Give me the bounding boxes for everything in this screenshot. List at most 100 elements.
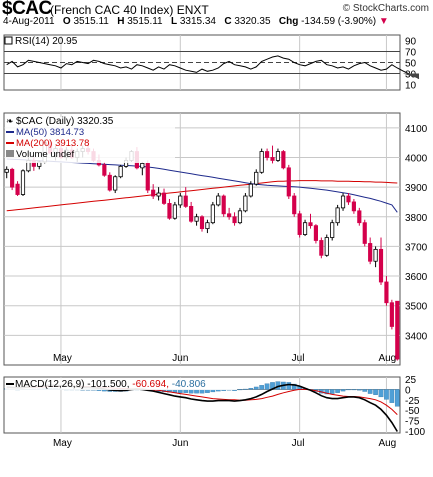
candle-up <box>259 151 264 173</box>
candle-down <box>368 243 373 262</box>
price-tick-label: 3400 <box>405 331 428 342</box>
candle-up <box>118 165 123 178</box>
candle-down <box>199 216 205 230</box>
macd-histogram-bar <box>389 389 395 403</box>
candle-down <box>346 195 351 203</box>
price-month-label: May <box>53 353 72 364</box>
candle-legend-icon: ❧ <box>6 116 14 126</box>
macd-histogram-bar <box>259 385 264 390</box>
chart-header: $CAC (French CAC 40 Index) ENXT © StockC… <box>0 0 433 30</box>
candle-up <box>237 210 243 224</box>
price-legend-bg <box>5 117 175 163</box>
candle-down <box>151 189 156 197</box>
price-month-label: Jul <box>292 353 305 364</box>
candle-down <box>297 213 302 235</box>
quote-date: 4-Aug-2011 <box>3 16 55 27</box>
macd-histogram-bar <box>340 389 346 392</box>
candle-up <box>205 222 210 230</box>
macd-histogram-bar <box>324 389 330 395</box>
change-value: -134.59 (-3.90%) <box>301 16 377 27</box>
candle-down <box>319 240 324 256</box>
rsi-oversold-fill <box>402 73 419 79</box>
candle-up <box>156 192 161 197</box>
candle-up <box>178 195 183 206</box>
price-tick-label: 3500 <box>405 302 428 313</box>
low-value: 3315.34 <box>179 16 216 27</box>
macd-histogram-bar <box>335 389 340 393</box>
candle-down <box>232 216 237 224</box>
price-tick-label: 3800 <box>405 213 428 224</box>
ma200-line <box>6 180 398 212</box>
macd-histogram-bar <box>253 386 259 390</box>
macd-histogram-bar <box>194 389 199 394</box>
macd-tick-label: -50 <box>405 406 420 417</box>
open-label: O <box>62 16 71 27</box>
macd-month-label: May <box>53 438 72 449</box>
price-month-label: Aug <box>378 353 396 364</box>
stockcharts-logo: © StockCharts.com <box>342 3 429 14</box>
price-tick-label: 4000 <box>405 153 428 164</box>
candle-up <box>243 195 248 212</box>
macd-histogram-bar <box>351 389 357 391</box>
candle-up <box>335 207 340 224</box>
macd-legend-bg <box>5 378 237 390</box>
company-name: (French CAC 40 Index) ENXT <box>50 3 209 17</box>
candle-up <box>20 170 26 195</box>
candle-up <box>302 222 308 235</box>
macd-month-label: Aug <box>378 438 396 449</box>
macd-tick-label: 25 <box>405 375 417 386</box>
rsi-panel: 1030507090RSI(14) 20.95 <box>3 34 420 92</box>
macd-histogram-bar <box>384 389 389 400</box>
low-label: L <box>170 16 178 27</box>
candle-down <box>384 281 389 304</box>
macd-histogram-bar <box>378 389 384 398</box>
candle-up <box>210 204 215 224</box>
macd-month-label: Jul <box>292 438 305 449</box>
candle-down <box>189 205 194 222</box>
price-legend-title: $CAC (Daily) 3320.35 <box>16 116 114 127</box>
macd-histogram-bar <box>188 389 194 394</box>
rsi-tick-label: 50 <box>405 59 417 70</box>
price-tick-label: 3600 <box>405 272 428 283</box>
candle-up <box>216 195 221 206</box>
candle-down <box>107 174 112 191</box>
candle-up <box>254 171 259 185</box>
candle-down <box>265 151 270 158</box>
candle-down <box>357 210 362 224</box>
candle-down <box>313 225 318 241</box>
high-label: H <box>117 16 125 27</box>
macd-histogram-bar <box>248 388 254 390</box>
macd-month-label: Jun <box>172 438 188 449</box>
macd-histogram-bar <box>199 389 205 394</box>
candle-down <box>281 151 286 169</box>
macd-histogram-bar <box>373 389 378 395</box>
candle-down <box>395 300 400 360</box>
macd-histogram-bar <box>362 389 368 392</box>
candle-down <box>102 164 107 176</box>
rsi-line <box>6 55 420 79</box>
candle-up <box>275 151 281 161</box>
macd-histogram-bar <box>286 382 292 390</box>
candle-up <box>172 204 177 219</box>
candle-up <box>140 162 145 169</box>
high-value: 3515.11 <box>127 16 163 27</box>
candle-down <box>308 222 313 227</box>
macd-legend-text: MACD(12,26,9) -101.500, -60.694, -40.806 <box>15 379 206 390</box>
candle-down <box>362 222 367 244</box>
rsi-legend-swatch <box>4 36 13 45</box>
candle-down <box>378 248 384 283</box>
candle-down <box>161 192 167 204</box>
macd-tick-label: -100 <box>405 427 425 438</box>
macd-histogram-bar <box>243 388 248 390</box>
volume-legend-swatch <box>6 150 14 157</box>
volume-legend: Volume undef <box>16 149 74 160</box>
price-panel: 3400 3500 3600 3700 3800 3900 4000 4100 May Jun Ju… <box>3 112 428 366</box>
rsi-tick-label: 90 <box>405 37 417 48</box>
candle-up <box>330 222 335 238</box>
macd-histogram-bar <box>329 389 335 394</box>
candle-up <box>324 237 329 256</box>
candle-down <box>227 213 232 218</box>
macd-histogram-bar <box>356 389 362 391</box>
